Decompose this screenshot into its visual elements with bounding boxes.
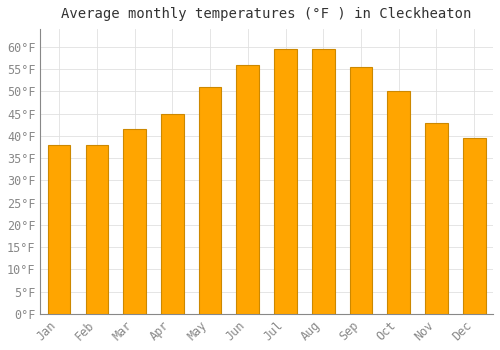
Bar bbox=[388, 91, 410, 314]
Bar bbox=[312, 49, 334, 314]
Bar bbox=[199, 87, 222, 314]
Bar bbox=[161, 114, 184, 314]
Bar bbox=[124, 129, 146, 314]
Bar bbox=[350, 67, 372, 314]
Title: Average monthly temperatures (°F ) in Cleckheaton: Average monthly temperatures (°F ) in Cl… bbox=[62, 7, 472, 21]
Bar bbox=[86, 145, 108, 314]
Bar bbox=[425, 122, 448, 314]
Bar bbox=[236, 65, 259, 314]
Bar bbox=[48, 145, 70, 314]
Bar bbox=[463, 138, 485, 314]
Bar bbox=[274, 49, 297, 314]
